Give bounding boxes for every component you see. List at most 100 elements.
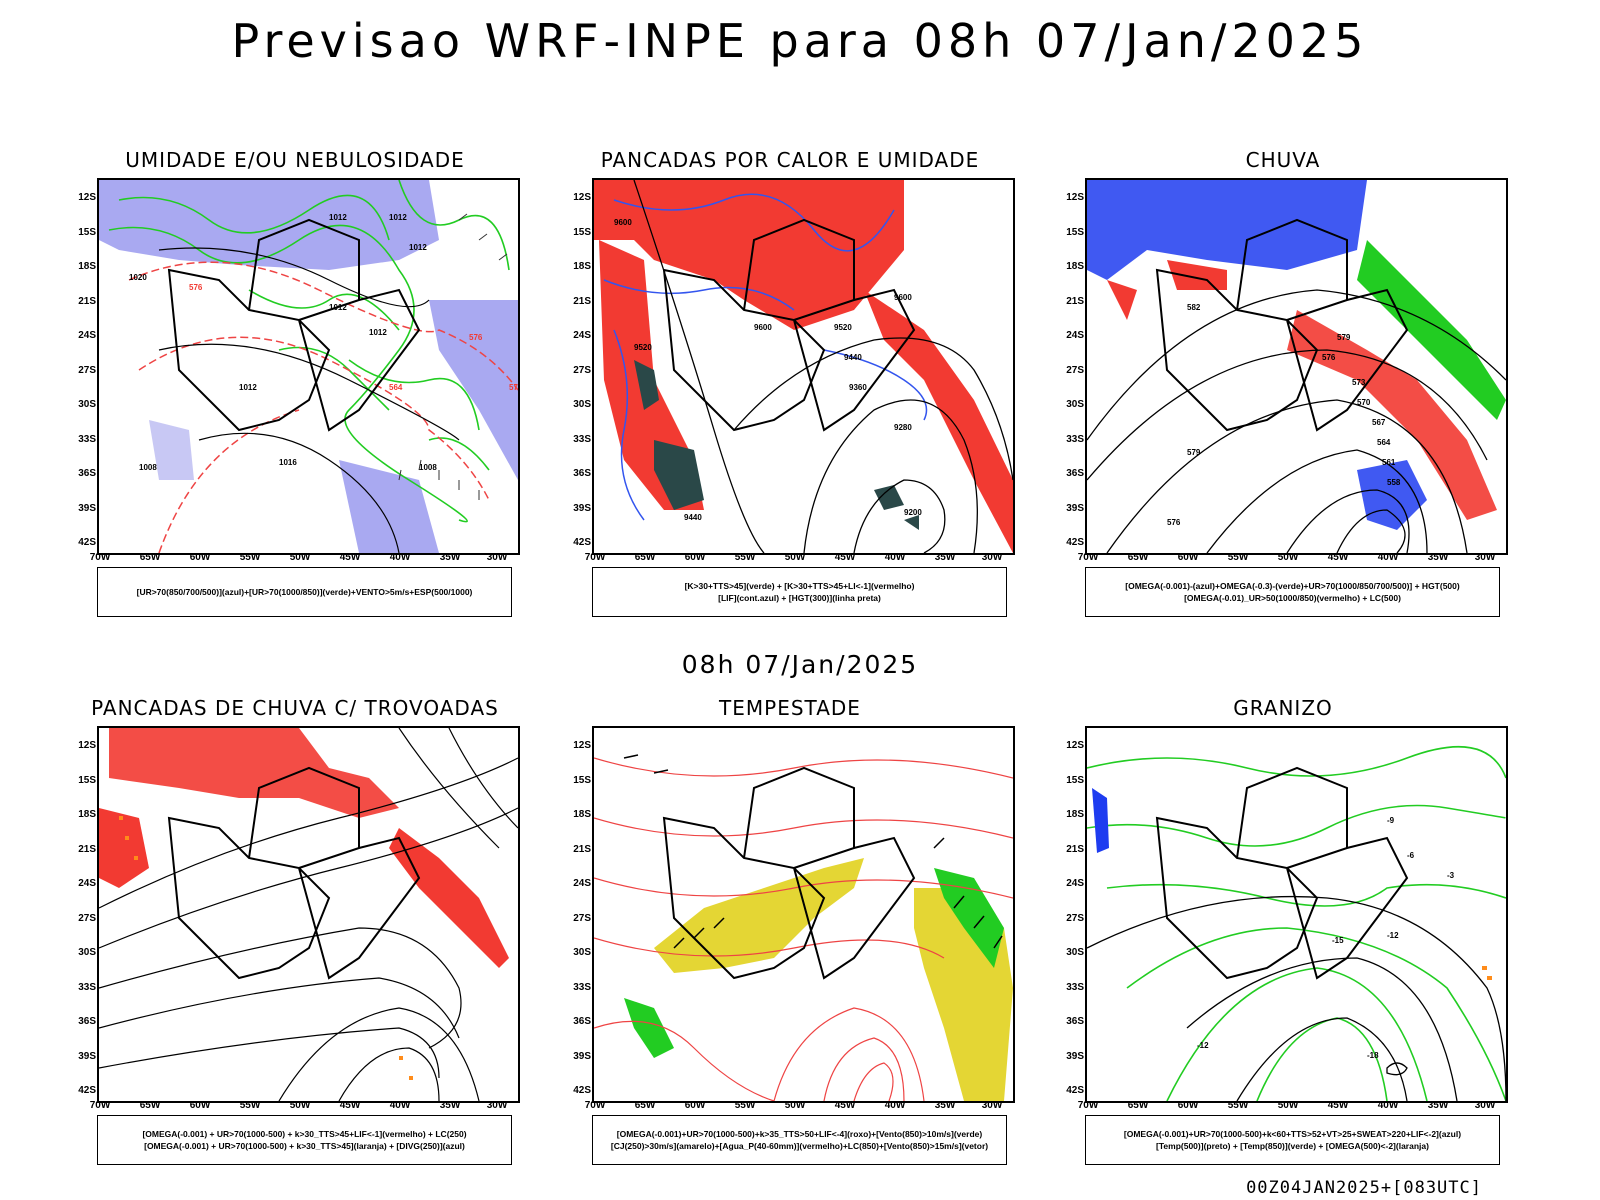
thickness-red-dashed — [128, 261, 518, 553]
panel-legend: [OMEGA(-0.001)+UR>70(1000-500)+k>35_TTS>… — [592, 1115, 1007, 1165]
lon-label: 60W — [1177, 552, 1199, 563]
lon-label: 45W — [339, 552, 361, 563]
panel-legend: [K>30+TTS>45](verde) + [K>30+TTS>45+LI<-… — [592, 567, 1007, 617]
humidity-blue-area — [339, 460, 439, 553]
map-canvas — [99, 728, 518, 1101]
contour-label: 558 — [1387, 478, 1401, 487]
contour-label: 570 — [509, 383, 518, 392]
lat-label: 36S — [1066, 468, 1084, 479]
lon-label: 40W — [389, 552, 411, 563]
lon-label: 55W — [239, 552, 261, 563]
map-chuva: 582 579 576 573 570 567 564 561 558 579 576 — [1085, 178, 1508, 555]
lat-label: 15S — [1066, 227, 1084, 238]
lon-label: 60W — [189, 552, 211, 563]
contour-label: 579 — [1337, 333, 1351, 342]
contour-label: 573 — [1352, 378, 1366, 387]
lon-label: 70W — [89, 552, 111, 563]
lat-label: 33S — [573, 434, 591, 445]
contour-label: 579 — [1187, 448, 1201, 457]
temp500-black-contours — [1087, 895, 1506, 1101]
lon-label: 60W — [189, 1100, 211, 1111]
lon-label: 55W — [239, 1100, 261, 1111]
lat-label: 15S — [78, 227, 96, 238]
lat-label: 27S — [573, 913, 591, 924]
contour-label: 1012 — [409, 243, 427, 252]
lat-label: 24S — [1066, 878, 1084, 889]
panel-title: PANCADAS POR CALOR E UMIDADE — [600, 148, 980, 172]
lat-label: 42S — [573, 1085, 591, 1096]
lon-label: 70W — [89, 1100, 111, 1111]
lat-label: 15S — [1066, 775, 1084, 786]
lon-label: 40W — [389, 1100, 411, 1111]
legend-line: [OMEGA(-0.001)+UR>70(1000-500)+k>35_TTS>… — [616, 1129, 983, 1139]
country-borders — [167, 766, 421, 980]
contour-label: -12 — [1387, 931, 1399, 940]
contour-label: 9520 — [634, 343, 652, 352]
lat-label: 39S — [1066, 503, 1084, 514]
lon-label: 70W — [584, 552, 606, 563]
red-storm-area — [109, 728, 399, 818]
map-canvas: 582 579 576 573 570 567 564 561 558 579 576 — [1087, 180, 1506, 553]
lat-label: 24S — [78, 330, 96, 341]
lon-label: 65W — [634, 1100, 656, 1111]
wind-vectors — [623, 754, 1003, 949]
lon-label: 35W — [439, 552, 461, 563]
contour-label: 9440 — [844, 353, 862, 362]
contour-label: 9360 — [849, 383, 867, 392]
country-borders — [662, 766, 916, 980]
map-tempestade — [592, 726, 1015, 1103]
lat-label: 24S — [1066, 330, 1084, 341]
lat-label: 42S — [573, 537, 591, 548]
panel-title: PANCADAS DE CHUVA C/ TROVOADAS — [91, 696, 499, 720]
lon-label: 50W — [784, 552, 806, 563]
lat-label: 18S — [1066, 261, 1084, 272]
lat-label: 18S — [78, 261, 96, 272]
lon-label: 55W — [1227, 1100, 1249, 1111]
lon-label: 45W — [1327, 1100, 1349, 1111]
lon-label: 40W — [1377, 552, 1399, 563]
panel-title: GRANIZO — [1233, 696, 1333, 720]
lat-label: 33S — [78, 982, 96, 993]
red-storm-area — [389, 828, 509, 968]
lon-label: 30W — [1474, 552, 1496, 563]
humidity-blue-area — [149, 420, 194, 480]
panel-pancadas-calor: PANCADAS POR CALOR E UMIDADE 9600 9600 952… — [565, 142, 1015, 622]
lat-label: 30S — [78, 399, 96, 410]
omega-blue-area — [1357, 460, 1427, 530]
lon-label: 45W — [834, 1100, 856, 1111]
lat-label: 39S — [1066, 1051, 1084, 1062]
lon-label: 70W — [1077, 1100, 1099, 1111]
contour-label: 561 — [1382, 458, 1396, 467]
lat-label: 27S — [1066, 365, 1084, 376]
omega-green-area — [1357, 240, 1506, 420]
contour-label: 9440 — [684, 513, 702, 522]
lon-label: 30W — [981, 552, 1003, 563]
contour-label: 9600 — [754, 323, 772, 332]
lat-label: 24S — [573, 878, 591, 889]
country-borders — [167, 218, 421, 432]
lat-label: 12S — [1066, 192, 1084, 203]
contour-label: 1008 — [139, 463, 157, 472]
lat-label: 12S — [78, 192, 96, 203]
red-instability-area — [594, 180, 904, 330]
lat-label: 42S — [1066, 1085, 1084, 1096]
lat-label: 21S — [1066, 844, 1084, 855]
lon-label: 35W — [1427, 1100, 1449, 1111]
map-pancadas-calor: 9600 9600 9520 9440 9360 9280 9200 9600 9520 9440 — [592, 178, 1015, 555]
contour-label: 576 — [1167, 518, 1181, 527]
map-canvas: 9600 9600 9520 9440 9360 9280 9200 9600 9520 9440 — [594, 180, 1013, 553]
lat-label: 39S — [78, 1051, 96, 1062]
lon-label: 35W — [934, 552, 956, 563]
legend-line: [OMEGA(-0.001)-(azul)+OMEGA(-0.3)-(verde… — [1125, 581, 1460, 591]
green-area — [874, 485, 919, 530]
lon-label: 35W — [1427, 552, 1449, 563]
lat-label: 30S — [78, 947, 96, 958]
humidity-blue-area — [429, 300, 518, 480]
contour-label: 576 — [1322, 353, 1336, 362]
lon-label: 50W — [289, 552, 311, 563]
contour-label: 564 — [389, 383, 403, 392]
lon-label: 65W — [634, 552, 656, 563]
wind-vectors — [398, 213, 508, 500]
lat-label: 27S — [1066, 913, 1084, 924]
lat-label: 24S — [78, 878, 96, 889]
